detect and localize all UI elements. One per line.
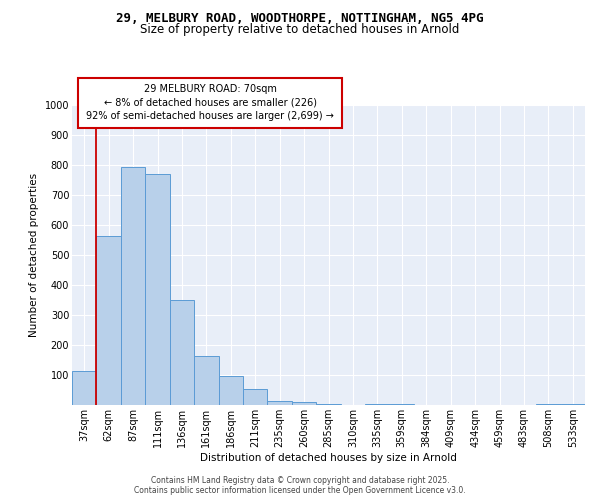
Bar bbox=[389, 404, 414, 405]
Text: Contains HM Land Registry data © Crown copyright and database right 2025.: Contains HM Land Registry data © Crown c… bbox=[151, 476, 449, 485]
X-axis label: Distribution of detached houses by size in Arnold: Distribution of detached houses by size … bbox=[200, 452, 457, 462]
Text: 29 MELBURY ROAD: 70sqm
← 8% of detached houses are smaller (226)
92% of semi-det: 29 MELBURY ROAD: 70sqm ← 8% of detached … bbox=[86, 84, 334, 120]
Text: Size of property relative to detached houses in Arnold: Size of property relative to detached ho… bbox=[140, 22, 460, 36]
Text: 29, MELBURY ROAD, WOODTHORPE, NOTTINGHAM, NG5 4PG: 29, MELBURY ROAD, WOODTHORPE, NOTTINGHAM… bbox=[116, 12, 484, 26]
Bar bbox=[170, 300, 194, 405]
Bar bbox=[243, 390, 268, 405]
Bar bbox=[145, 174, 170, 405]
Bar bbox=[72, 372, 97, 405]
Bar bbox=[365, 404, 389, 405]
Bar bbox=[560, 404, 585, 405]
Text: Contains public sector information licensed under the Open Government Licence v3: Contains public sector information licen… bbox=[134, 486, 466, 495]
Bar bbox=[218, 376, 243, 405]
Bar bbox=[316, 404, 341, 405]
Bar bbox=[536, 404, 560, 405]
Bar bbox=[292, 402, 316, 405]
Bar bbox=[194, 356, 218, 405]
Y-axis label: Number of detached properties: Number of detached properties bbox=[29, 173, 39, 337]
Bar bbox=[97, 236, 121, 405]
Bar bbox=[268, 400, 292, 405]
Bar bbox=[121, 167, 145, 405]
